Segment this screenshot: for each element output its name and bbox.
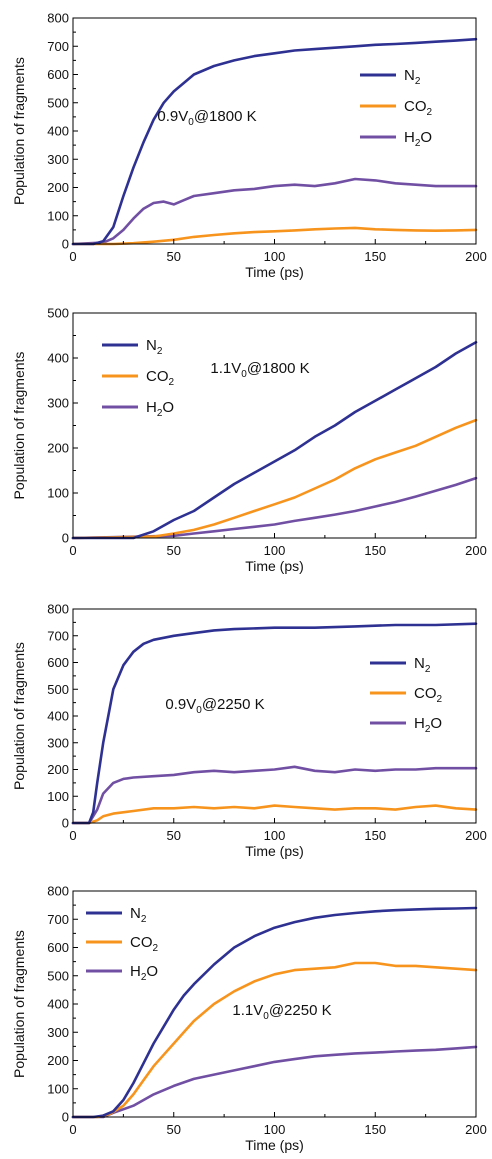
- legend-label-N2: N2: [414, 655, 431, 675]
- legend-label-CO2: CO2: [404, 98, 433, 118]
- condition-annotation: 0.9V0@2250 K: [165, 696, 264, 716]
- series-line-CO2: [71, 804, 478, 825]
- plot-frame: [72, 17, 477, 245]
- x-tick-label: 50: [167, 828, 181, 843]
- y-tick-label: 0: [62, 237, 69, 252]
- y-tick-label: 600: [47, 940, 69, 955]
- series-line-H2O: [71, 476, 478, 540]
- x-tick-label: 200: [465, 543, 487, 558]
- y-tick-label: 100: [47, 486, 69, 501]
- x-axis-title: Time (ps): [245, 843, 304, 859]
- legend-label-H2O: H2O: [414, 715, 442, 735]
- x-tick-label: 0: [69, 543, 76, 558]
- series-line-N2: [71, 622, 478, 825]
- x-tick-label: 100: [264, 828, 286, 843]
- series-line-CO2: [71, 961, 478, 1119]
- y-tick-label: 300: [47, 735, 69, 750]
- y-axis-title: Population of fragments: [11, 642, 27, 790]
- y-axis-title: Population of fragments: [11, 352, 27, 500]
- y-tick-label: 400: [47, 709, 69, 724]
- legend-label-N2: N2: [404, 67, 421, 87]
- y-tick-label: 500: [47, 95, 69, 110]
- y-tick-label: 300: [47, 152, 69, 167]
- y-tick-label: 100: [47, 1081, 69, 1096]
- legend-label-N2: N2: [130, 905, 147, 925]
- series-line-N2: [71, 340, 478, 540]
- y-tick-label: 500: [47, 682, 69, 697]
- x-tick-label: 200: [465, 1122, 487, 1137]
- y-tick-label: 200: [47, 1053, 69, 1068]
- x-axis-title: Time (ps): [245, 1137, 304, 1153]
- y-tick-label: 0: [62, 1110, 69, 1125]
- condition-annotation: 0.9V0@1800 K: [157, 108, 256, 128]
- y-tick-label: 200: [47, 180, 69, 195]
- chart-panel-1: 0 50 100 150 200 0 100 200 300 400 500 600 700 800 Tim…: [11, 11, 487, 281]
- y-tick-label: 700: [47, 628, 69, 643]
- y-tick-label: 400: [47, 997, 69, 1012]
- x-tick-label: 0: [69, 249, 76, 264]
- y-tick-label: 500: [47, 968, 69, 983]
- x-tick-label: 150: [364, 828, 386, 843]
- series-line-CO2: [71, 418, 478, 540]
- y-tick-label: 800: [47, 602, 69, 617]
- y-tick-label: 800: [47, 884, 69, 899]
- y-tick-label: 300: [47, 396, 69, 411]
- series-line-CO2: [71, 226, 478, 246]
- y-tick-label: 700: [47, 39, 69, 54]
- y-tick-label: 500: [47, 306, 69, 321]
- y-tick-label: 600: [47, 67, 69, 82]
- x-tick-label: 0: [69, 1122, 76, 1137]
- condition-annotation: 1.1V0@2250 K: [232, 1002, 331, 1022]
- condition-annotation: 1.1V0@1800 K: [210, 360, 309, 380]
- y-tick-label: 0: [62, 531, 69, 546]
- y-tick-label: 200: [47, 762, 69, 777]
- x-tick-label: 50: [167, 543, 181, 558]
- y-tick-label: 400: [47, 124, 69, 139]
- y-tick-label: 200: [47, 441, 69, 456]
- series-line-H2O: [71, 765, 478, 825]
- y-axis-title: Population of fragments: [11, 930, 27, 1078]
- y-tick-label: 0: [62, 816, 69, 831]
- y-axis-title: Population of fragments: [11, 57, 27, 205]
- x-tick-label: 100: [264, 543, 286, 558]
- series-line-H2O: [71, 177, 478, 246]
- legend-label-H2O: H2O: [130, 963, 158, 983]
- x-tick-label: 50: [167, 249, 181, 264]
- x-axis-title: Time (ps): [245, 264, 304, 280]
- legend-label-H2O: H2O: [146, 399, 174, 419]
- series-line-N2: [71, 906, 478, 1119]
- x-tick-label: 200: [465, 249, 487, 264]
- y-tick-label: 100: [47, 208, 69, 223]
- y-tick-label: 700: [47, 912, 69, 927]
- y-tick-label: 300: [47, 1025, 69, 1040]
- y-tick-label: 600: [47, 655, 69, 670]
- series-line-H2O: [71, 1045, 478, 1119]
- legend-label-H2O: H2O: [404, 129, 432, 149]
- chart-panel-2: 0 50 100 150 200 0 100 200 300 400 500 Time (ps) Pop…: [11, 306, 487, 575]
- series-line-N2: [71, 37, 478, 246]
- x-tick-label: 150: [364, 249, 386, 264]
- x-axis-title: Time (ps): [245, 558, 304, 574]
- x-tick-label: 50: [167, 1122, 181, 1137]
- chart-panel-3: 0 50 100 150 200 0 100 200 300 400 500 600 700 800 Tim…: [11, 602, 487, 860]
- x-tick-label: 0: [69, 828, 76, 843]
- y-tick-label: 100: [47, 789, 69, 804]
- legend-label-CO2: CO2: [146, 368, 175, 388]
- x-tick-label: 150: [364, 1122, 386, 1137]
- legend-label-N2: N2: [146, 337, 163, 357]
- x-tick-label: 100: [264, 1122, 286, 1137]
- x-tick-label: 150: [364, 543, 386, 558]
- y-tick-label: 400: [47, 351, 69, 366]
- legend-label-CO2: CO2: [130, 934, 159, 954]
- chart-panel-4: 0 50 100 150 200 0 100 200 300 400 500 600 700 800 Tim…: [11, 884, 487, 1154]
- legend-label-CO2: CO2: [414, 685, 443, 705]
- x-tick-label: 200: [465, 828, 487, 843]
- x-tick-label: 100: [264, 249, 286, 264]
- y-tick-label: 800: [47, 11, 69, 26]
